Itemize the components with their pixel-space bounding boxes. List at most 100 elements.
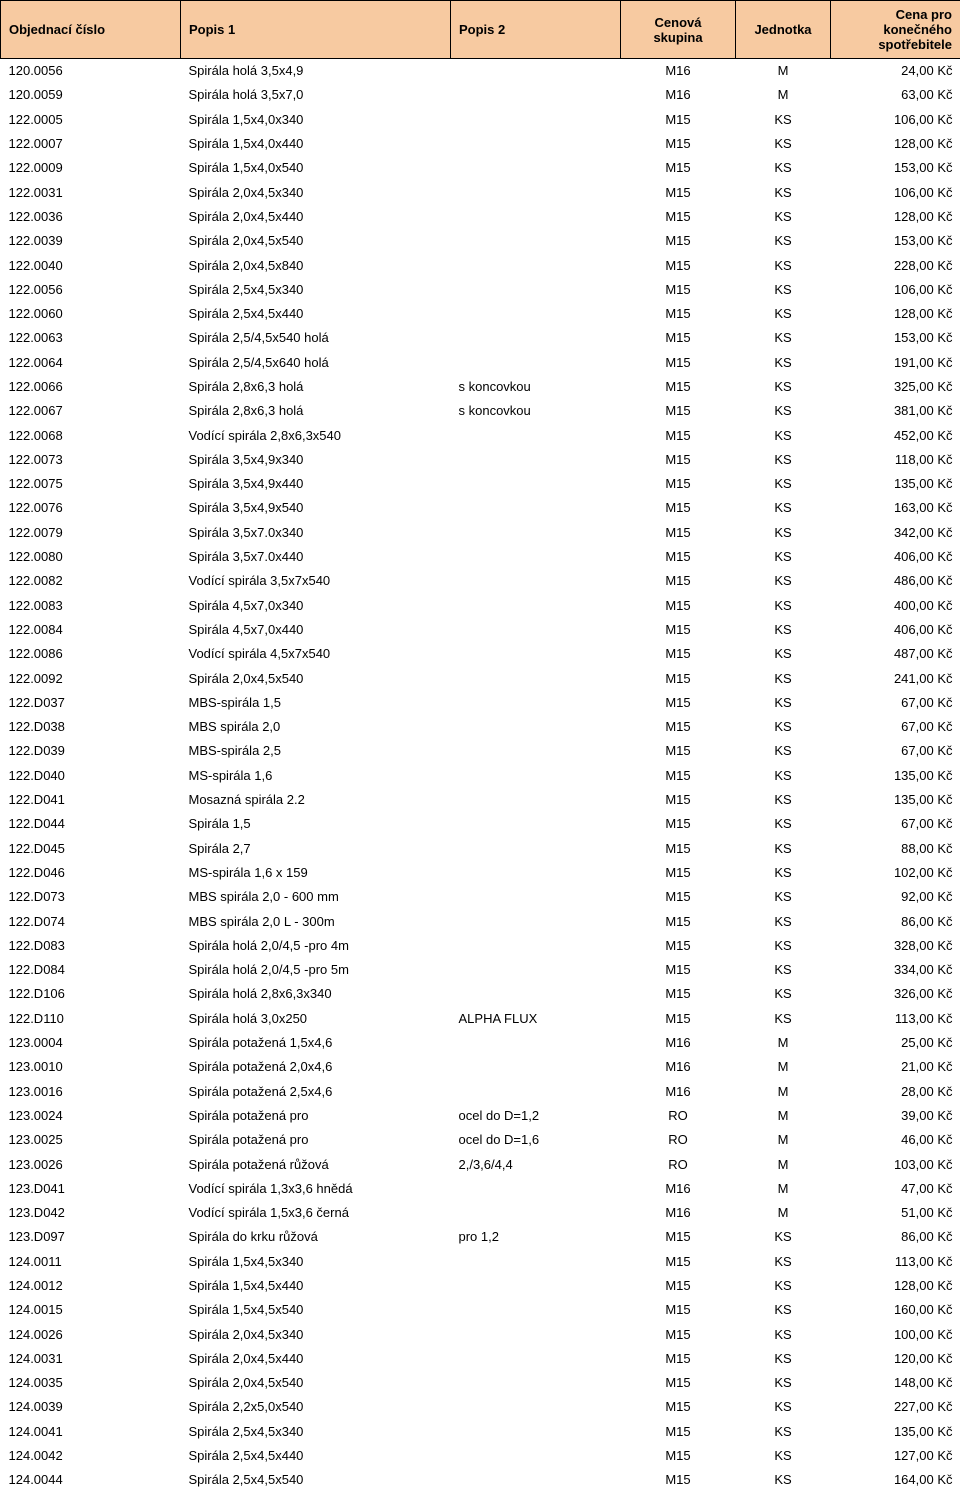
- cell: Spirála 2,5/4,5x540 holá: [181, 326, 451, 350]
- cell: M15: [621, 909, 736, 933]
- cell: Spirála 1,5x4,0x440: [181, 131, 451, 155]
- cell: Spirála 2,0x4,5x340: [181, 180, 451, 204]
- table-row: 124.0011Spirála 1,5x4,5x340M15KS113,00 K…: [1, 1249, 960, 1273]
- cell: Spirála holá 2,0/4,5 -pro 4m: [181, 933, 451, 957]
- table-row: 122.0079Spirála 3,5x7.0x340M15KS342,00 K…: [1, 520, 960, 544]
- table-row: 122.0056Spirála 2,5x4,5x340M15KS106,00 K…: [1, 277, 960, 301]
- cell: KS: [736, 180, 831, 204]
- cell: 123.0024: [1, 1103, 181, 1127]
- cell: Spirála 1,5x4,5x440: [181, 1273, 451, 1297]
- table-row: 124.0026Spirála 2,0x4,5x340M15KS100,00 K…: [1, 1322, 960, 1346]
- cell: 100,00 Kč: [831, 1322, 960, 1346]
- table-row: 122.D037MBS-spirála 1,5M15KS67,00 Kč: [1, 690, 960, 714]
- table-row: 123.0026Spirála potažená růžová2,/3,6/4,…: [1, 1152, 960, 1176]
- cell: KS: [736, 715, 831, 739]
- cell: M15: [621, 253, 736, 277]
- cell: [451, 1079, 621, 1103]
- cell: M: [736, 59, 831, 83]
- cell: KS: [736, 763, 831, 787]
- table-row: 122.0036Spirála 2,0x4,5x440M15KS128,00 K…: [1, 204, 960, 228]
- cell: [451, 496, 621, 520]
- table-row: 122.0075Spirála 3,5x4,9x440M15KS135,00 K…: [1, 472, 960, 496]
- cell: M15: [621, 715, 736, 739]
- table-row: 122.D110Spirála holá 3,0x250ALPHA FLUXM1…: [1, 1006, 960, 1030]
- cell: MBS-spirála 1,5: [181, 690, 451, 714]
- cell: Spirála potažená pro: [181, 1128, 451, 1152]
- cell: 28,00 Kč: [831, 1079, 960, 1103]
- cell: M15: [621, 1371, 736, 1395]
- table-row: 122.D106Spirála holá 2,8x6,3x340M15KS326…: [1, 982, 960, 1006]
- cell: [451, 1200, 621, 1224]
- cell: ocel do D=1,2: [451, 1103, 621, 1127]
- cell: Spirála 2,2x5,0x540: [181, 1395, 451, 1419]
- cell: KS: [736, 982, 831, 1006]
- cell: 122.D046: [1, 860, 181, 884]
- cell: MBS spirála 2,0 L - 300m: [181, 909, 451, 933]
- cell: Spirála potažená 2,5x4,6: [181, 1079, 451, 1103]
- cell: [451, 423, 621, 447]
- cell: 122.D110: [1, 1006, 181, 1030]
- cell: M: [736, 1200, 831, 1224]
- cell: M15: [621, 229, 736, 253]
- cell: KS: [736, 520, 831, 544]
- cell: RO: [621, 1128, 736, 1152]
- cell: KS: [736, 472, 831, 496]
- cell: 122.0084: [1, 617, 181, 641]
- cell: 122.D039: [1, 739, 181, 763]
- cell: KS: [736, 787, 831, 811]
- cell: M15: [621, 739, 736, 763]
- cell: 2,/3,6/4,4: [451, 1152, 621, 1176]
- cell: 123.0004: [1, 1030, 181, 1054]
- cell: 124.0026: [1, 1322, 181, 1346]
- cell: s koncovkou: [451, 374, 621, 398]
- cell: Spirála holá 3,5x7,0: [181, 83, 451, 107]
- cell: M16: [621, 1055, 736, 1079]
- cell: M16: [621, 1079, 736, 1103]
- cell: 122.D041: [1, 787, 181, 811]
- cell: 124.0042: [1, 1443, 181, 1467]
- cell: M15: [621, 787, 736, 811]
- col-header-3: Cenová skupina: [621, 1, 736, 59]
- cell: M15: [621, 399, 736, 423]
- table-row: 122.D073MBS spirála 2,0 - 600 mmM15KS92,…: [1, 885, 960, 909]
- cell: [451, 1395, 621, 1419]
- cell: [451, 131, 621, 155]
- cell: MBS spirála 2,0 - 600 mm: [181, 885, 451, 909]
- cell: Spirála 2,0x4,5x340: [181, 1322, 451, 1346]
- cell: 342,00 Kč: [831, 520, 960, 544]
- cell: Spirála 4,5x7,0x340: [181, 593, 451, 617]
- cell: KS: [736, 107, 831, 131]
- cell: Spirála potažená 2,0x4,6: [181, 1055, 451, 1079]
- cell: 21,00 Kč: [831, 1055, 960, 1079]
- cell: 67,00 Kč: [831, 739, 960, 763]
- cell: Spirála 2,7: [181, 836, 451, 860]
- cell: KS: [736, 860, 831, 884]
- cell: [451, 1468, 621, 1492]
- table-row: 123.0025Spirála potažená proocel do D=1,…: [1, 1128, 960, 1152]
- cell: 122.D044: [1, 812, 181, 836]
- cell: MS-spirála 1,6 x 159: [181, 860, 451, 884]
- cell: 228,00 Kč: [831, 253, 960, 277]
- cell: Spirála 3,5x7.0x340: [181, 520, 451, 544]
- cell: Spirála 1,5x4,5x340: [181, 1249, 451, 1273]
- cell: KS: [736, 399, 831, 423]
- cell: 24,00 Kč: [831, 59, 960, 83]
- cell: KS: [736, 253, 831, 277]
- cell: Spirála 2,5x4,5x340: [181, 277, 451, 301]
- cell: 334,00 Kč: [831, 957, 960, 981]
- cell: Spirála holá 3,0x250: [181, 1006, 451, 1030]
- table-row: 120.0059Spirála holá 3,5x7,0M16M63,00 Kč: [1, 83, 960, 107]
- cell: 122.0031: [1, 180, 181, 204]
- cell: pro 1,2: [451, 1225, 621, 1249]
- table-row: 123.0024Spirála potažená proocel do D=1,…: [1, 1103, 960, 1127]
- cell: KS: [736, 1006, 831, 1030]
- cell: 124.0039: [1, 1395, 181, 1419]
- cell: [451, 1371, 621, 1395]
- col-header-2: Popis 2: [451, 1, 621, 59]
- cell: [451, 885, 621, 909]
- cell: KS: [736, 739, 831, 763]
- cell: Spirála 3,5x4,9x440: [181, 472, 451, 496]
- cell: Vodící spirála 1,5x3,6 černá: [181, 1200, 451, 1224]
- cell: Spirála 3,5x7.0x440: [181, 544, 451, 568]
- cell: KS: [736, 1419, 831, 1443]
